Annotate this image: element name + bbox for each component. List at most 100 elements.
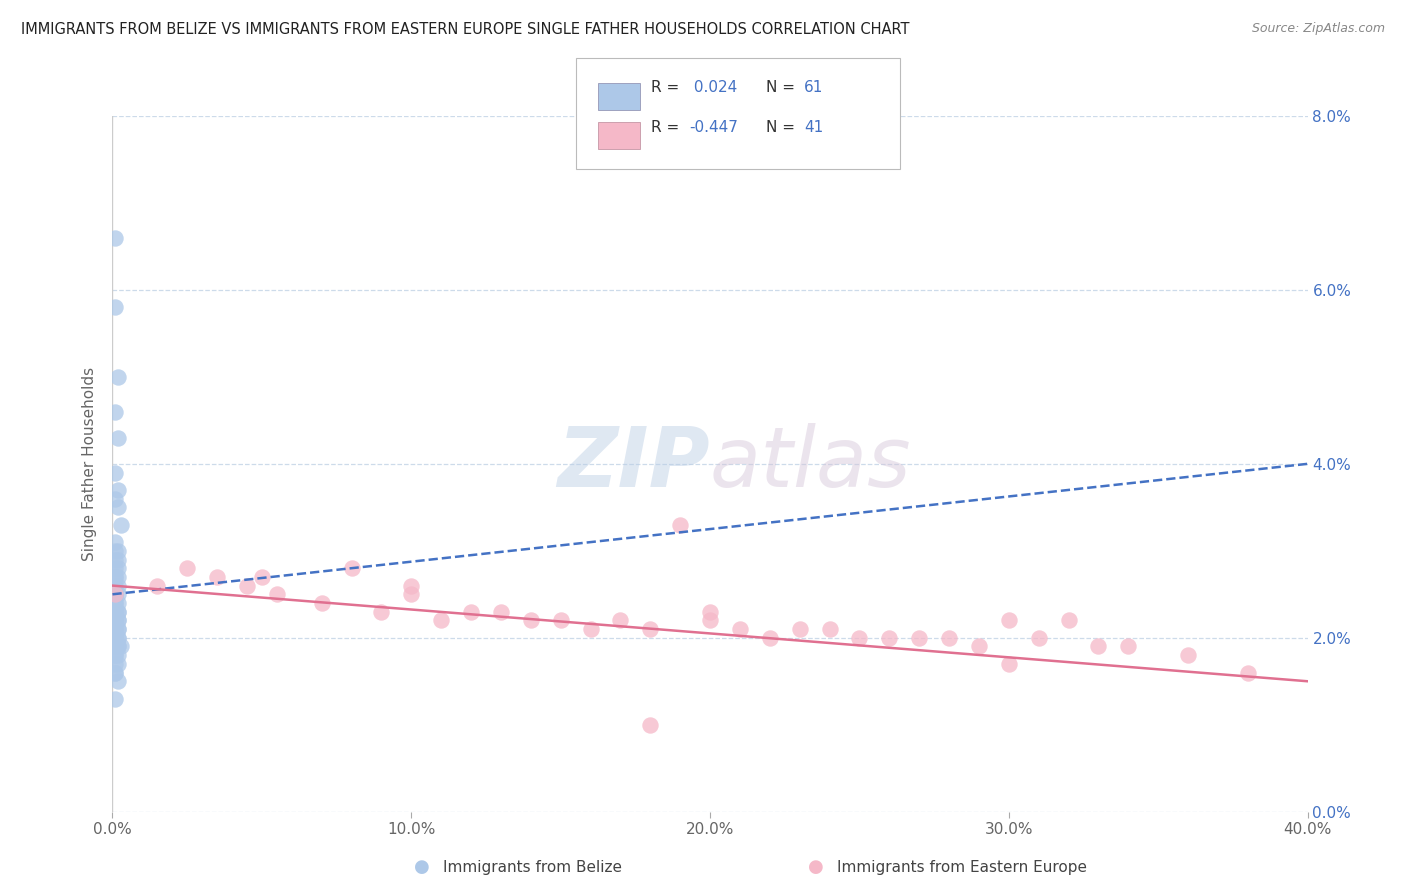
Point: [104, 570, 127, 584]
Point: [107, 431, 129, 445]
Point: [818, 622, 841, 636]
Point: [107, 622, 129, 636]
Point: [728, 622, 751, 636]
Point: [107, 674, 129, 689]
Point: [104, 544, 127, 558]
Text: atlas: atlas: [710, 424, 911, 504]
Point: [110, 517, 132, 532]
Point: [104, 657, 127, 671]
Point: [967, 640, 990, 654]
Point: [104, 579, 127, 593]
Text: N =: N =: [766, 80, 800, 95]
Point: [489, 605, 512, 619]
Text: Immigrants from Eastern Europe: Immigrants from Eastern Europe: [837, 860, 1087, 874]
Point: [107, 561, 129, 575]
Point: [104, 614, 127, 628]
Point: [104, 631, 127, 645]
Point: [104, 614, 127, 628]
Point: [1177, 648, 1199, 662]
Point: [104, 622, 127, 636]
Text: 41: 41: [804, 120, 824, 136]
Point: [520, 614, 543, 628]
Point: [104, 614, 127, 628]
Point: [104, 535, 127, 549]
Text: 0.024: 0.024: [689, 80, 737, 95]
Point: [401, 579, 423, 593]
Point: [104, 665, 127, 680]
Point: [110, 640, 132, 654]
Text: R =: R =: [651, 80, 685, 95]
Point: [104, 631, 127, 645]
Y-axis label: Single Father Households: Single Father Households: [82, 367, 97, 561]
Point: [107, 369, 129, 384]
Point: [107, 640, 129, 654]
Point: [236, 579, 259, 593]
Text: ZIP: ZIP: [557, 424, 710, 504]
Point: [104, 491, 127, 506]
Point: [107, 570, 129, 584]
Point: [104, 230, 127, 244]
Point: [908, 631, 931, 645]
Point: [104, 648, 127, 662]
Point: [104, 596, 127, 610]
Point: [699, 605, 721, 619]
Point: [104, 561, 127, 575]
Point: [104, 570, 127, 584]
Point: [107, 622, 129, 636]
Point: [107, 631, 129, 645]
Point: [998, 657, 1021, 671]
Point: [107, 552, 129, 566]
Point: [104, 587, 127, 601]
Point: [104, 587, 127, 601]
Point: [550, 614, 572, 628]
Point: [104, 614, 127, 628]
Point: [107, 631, 129, 645]
Point: [176, 561, 198, 575]
Point: [104, 631, 127, 645]
Point: [107, 544, 129, 558]
Point: [1028, 631, 1050, 645]
Point: [107, 614, 129, 628]
Point: [104, 622, 127, 636]
Point: [1087, 640, 1109, 654]
Point: [104, 605, 127, 619]
Point: [104, 596, 127, 610]
Text: Source: ZipAtlas.com: Source: ZipAtlas.com: [1251, 22, 1385, 36]
Point: [205, 570, 228, 584]
Text: 61: 61: [804, 80, 824, 95]
Point: [1118, 640, 1140, 654]
Point: [104, 648, 127, 662]
Point: [107, 605, 129, 619]
Point: [146, 579, 169, 593]
Point: [877, 631, 901, 645]
Point: [759, 631, 782, 645]
Point: [107, 587, 129, 601]
Point: [340, 561, 363, 575]
Point: [107, 483, 129, 497]
Point: [669, 517, 692, 532]
Point: [107, 579, 129, 593]
Point: [104, 587, 127, 601]
Point: [430, 614, 453, 628]
Point: [104, 552, 127, 566]
Text: N =: N =: [766, 120, 800, 136]
Point: [638, 622, 662, 636]
Point: [460, 605, 482, 619]
Point: [401, 587, 423, 601]
Point: [104, 665, 127, 680]
Point: [699, 614, 721, 628]
Point: [107, 657, 129, 671]
Point: [104, 640, 127, 654]
Point: [370, 605, 392, 619]
Point: [1057, 614, 1080, 628]
Point: [107, 648, 129, 662]
Point: [107, 640, 129, 654]
Point: [104, 691, 127, 706]
Text: Immigrants from Belize: Immigrants from Belize: [443, 860, 621, 874]
Point: [609, 614, 631, 628]
Text: ●: ●: [807, 858, 824, 876]
Point: [311, 596, 333, 610]
Point: [107, 614, 129, 628]
Point: [638, 717, 662, 731]
Point: [789, 622, 811, 636]
